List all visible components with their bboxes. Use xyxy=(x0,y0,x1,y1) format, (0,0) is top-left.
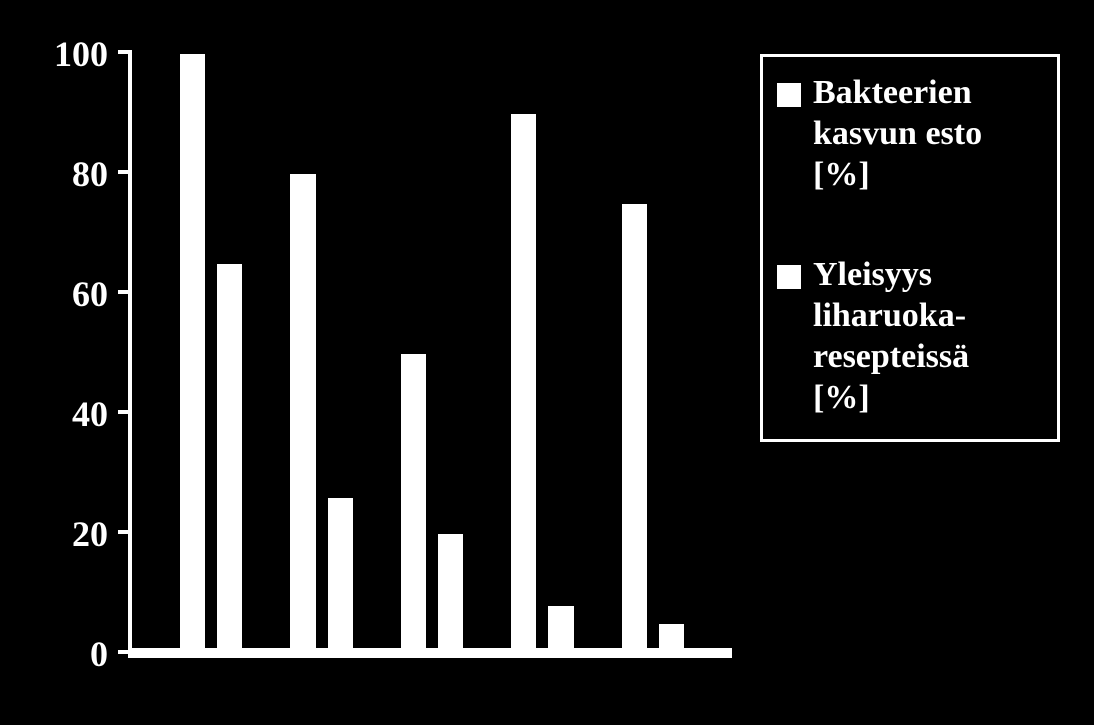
y-tick-label: 0 xyxy=(90,633,108,675)
y-tick xyxy=(118,650,132,654)
bar-series1 xyxy=(290,174,315,654)
y-axis-labels: 0 20 40 60 80 100 xyxy=(0,0,120,725)
y-tick-label: 100 xyxy=(54,33,108,75)
bar-series2 xyxy=(548,606,573,654)
plot-area xyxy=(128,54,732,658)
bar-series1 xyxy=(622,204,647,654)
chart-container: 0 20 40 60 80 100 Bakteerien kasvun esto [%] Y… xyxy=(0,0,1094,725)
legend-swatch xyxy=(777,83,801,107)
bar-series1 xyxy=(401,354,426,654)
bar-series2 xyxy=(217,264,242,654)
bar-series1 xyxy=(180,54,205,654)
legend-item: Yleisyys liharuoka- resepteissä [%] xyxy=(777,255,1043,418)
bar-group xyxy=(290,54,352,654)
bar-series2 xyxy=(328,498,353,654)
legend-item: Bakteerien kasvun esto [%] xyxy=(777,73,1043,195)
x-axis-baseline xyxy=(132,648,732,654)
bar-series2 xyxy=(438,534,463,654)
y-tick-label: 80 xyxy=(72,153,108,195)
y-tick xyxy=(118,410,132,414)
bar-group xyxy=(180,54,242,654)
y-tick-label: 20 xyxy=(72,513,108,555)
legend-swatch xyxy=(777,265,801,289)
y-tick xyxy=(118,290,132,294)
bars-layer xyxy=(132,54,732,654)
legend: Bakteerien kasvun esto [%] Yleisyys lihar… xyxy=(760,54,1060,442)
y-tick-label: 40 xyxy=(72,393,108,435)
bar-group xyxy=(511,54,573,654)
y-tick xyxy=(118,170,132,174)
bar-series1 xyxy=(511,114,536,654)
legend-label: Yleisyys liharuoka- resepteissä [%] xyxy=(813,255,969,418)
y-tick xyxy=(118,50,132,54)
y-tick-label: 60 xyxy=(72,273,108,315)
bar-group xyxy=(622,54,684,654)
bar-group xyxy=(401,54,463,654)
legend-label: Bakteerien kasvun esto [%] xyxy=(813,73,982,195)
y-tick xyxy=(118,530,132,534)
